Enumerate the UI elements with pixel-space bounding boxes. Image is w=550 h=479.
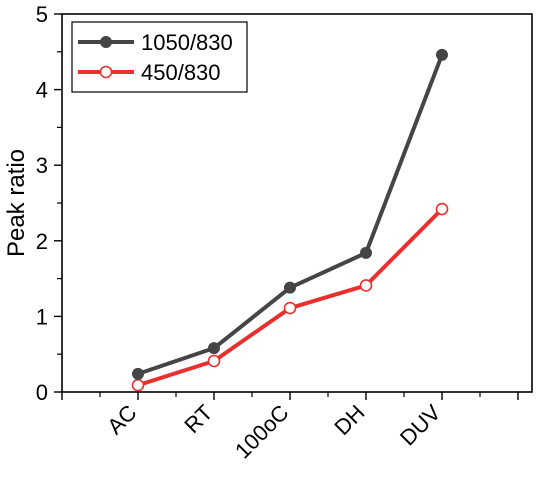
x-category-label: DH xyxy=(329,400,369,440)
data-point xyxy=(207,354,221,368)
legend: 1050/830 450/830 xyxy=(71,21,248,93)
x-category-label: DUV xyxy=(395,400,446,451)
series xyxy=(132,48,448,380)
legend-entry: 450/830 xyxy=(78,60,221,85)
y-axis-ticks: 0 1 2 3 4 5 xyxy=(36,2,62,405)
data-point xyxy=(435,202,449,216)
data-point xyxy=(359,279,373,292)
legend-entry: 1050/830 xyxy=(78,30,233,55)
data-point xyxy=(284,281,296,294)
y-axis-title: Peak ratio xyxy=(3,149,30,257)
y-tick-label: 0 xyxy=(36,380,48,405)
legend-box xyxy=(71,21,248,93)
data-point xyxy=(436,48,448,61)
series-layer xyxy=(131,48,449,392)
data-point xyxy=(360,246,372,259)
y-tick-label: 3 xyxy=(36,153,48,178)
y-tick-label: 1 xyxy=(36,304,48,329)
legend-label: 450/830 xyxy=(141,60,221,85)
x-axis-ticks: AC RT 100oC DH DUV xyxy=(61,392,519,464)
legend-marker xyxy=(100,36,112,48)
data-point xyxy=(283,301,297,315)
y-tick-label: 2 xyxy=(36,229,48,254)
y-tick-label: 5 xyxy=(36,2,48,27)
x-category-label: 100oC xyxy=(230,400,294,464)
series-line xyxy=(137,54,444,376)
x-category-label: RT xyxy=(179,400,217,438)
x-category-label: AC xyxy=(102,400,141,439)
y-tick-label: 4 xyxy=(36,78,48,103)
data-point xyxy=(208,342,220,355)
legend-label: 1050/830 xyxy=(141,30,233,55)
legend-marker xyxy=(99,65,113,79)
series xyxy=(131,202,449,392)
data-point xyxy=(131,378,145,392)
data-point xyxy=(132,367,144,380)
